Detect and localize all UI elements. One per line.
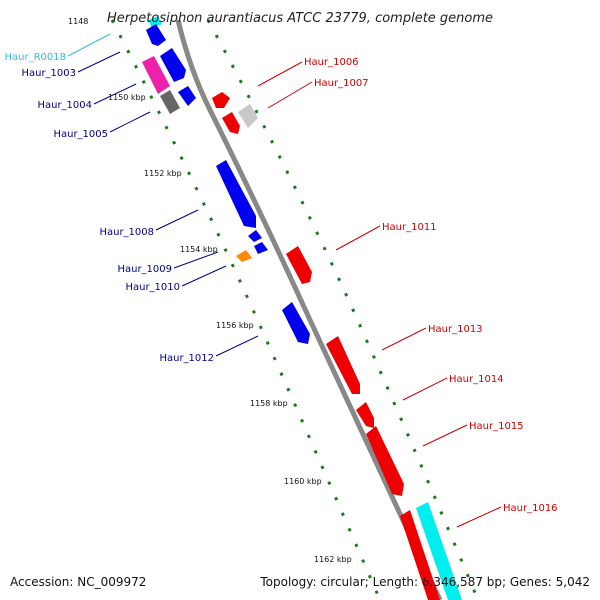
gene-haur-1012[interactable]: [282, 302, 310, 344]
label-connector: [456, 506, 502, 528]
tick-label: 1148: [68, 17, 88, 26]
label-connector: [77, 51, 121, 73]
label-connector: [257, 61, 303, 87]
gene-haur-1006[interactable]: [212, 92, 230, 108]
gene-haur-1016b[interactable]: [416, 502, 462, 600]
tick-label: 1160 kbp: [284, 477, 322, 486]
gene-haur-r0018[interactable]: [148, 16, 162, 28]
outer-tick-ring-left: [110, 19, 382, 600]
gene-haur-1008[interactable]: [216, 160, 256, 228]
tick-label: 1162 kbp: [314, 555, 352, 564]
gene-haur-1003a[interactable]: [146, 24, 166, 46]
gene-haur-1014[interactable]: [356, 402, 374, 428]
label-connector: [335, 225, 381, 251]
gene-label[interactable]: Haur_1011: [382, 222, 437, 233]
gene-haur-1009a[interactable]: [248, 230, 262, 242]
label-connector: [109, 111, 151, 133]
gene-label[interactable]: Haur_1014: [449, 374, 504, 385]
gene-label[interactable]: Haur_1015: [469, 421, 524, 432]
gene-haur-1010[interactable]: [236, 250, 252, 262]
gene-haur-1007a[interactable]: [222, 112, 240, 134]
gene-haur-1007b[interactable]: [238, 104, 258, 128]
gene-haur-1016a[interactable]: [400, 510, 440, 600]
map-title: Herpetosiphon aurantiacus ATCC 23779, co…: [107, 11, 493, 26]
label-connector: [181, 265, 227, 287]
gene-label[interactable]: Haur_1013: [428, 324, 483, 335]
gene-label[interactable]: Haur_1012: [159, 353, 214, 364]
tick-labels: 1148 1150 kbp 1152 kbp 1154 kbp 1156 kbp 1158…: [68, 17, 352, 564]
gene-label[interactable]: Haur_1008: [99, 227, 154, 238]
tick-label: 1154 kbp: [180, 245, 218, 254]
gene-label[interactable]: Haur_R0018: [5, 52, 67, 63]
accession-text: Accession: NC_009972: [10, 575, 146, 589]
label-connector: [402, 377, 448, 401]
summary-text: Topology: circular; Length: 6,346,587 bp…: [259, 575, 590, 589]
tick-label: 1158 kbp: [250, 399, 288, 408]
tick-label: 1150 kbp: [108, 93, 146, 102]
gene-haur-1005a[interactable]: [160, 90, 180, 114]
label-connector: [215, 335, 259, 357]
gene-haur-1015[interactable]: [366, 426, 404, 496]
gene-labels: Haur_R0018 Haur_1003 Haur_1004 Haur_1005 Hau…: [5, 52, 558, 514]
gene-haur-1011[interactable]: [286, 246, 312, 284]
gene-haur-1004[interactable]: [142, 56, 170, 94]
tick-label: 1152 kbp: [144, 169, 182, 178]
label-connector: [155, 209, 199, 231]
gene-haur-1005b[interactable]: [178, 86, 196, 106]
genome-backbone: [175, 19, 443, 600]
gene-features: [142, 16, 310, 344]
label-connector: [381, 327, 427, 351]
label-connector: [173, 251, 219, 269]
gene-label[interactable]: Haur_1003: [21, 68, 76, 79]
label-connectors: [67, 33, 502, 528]
label-connector: [267, 81, 313, 109]
gene-label[interactable]: Haur_1010: [125, 282, 180, 293]
gene-label[interactable]: Haur_1016: [503, 503, 558, 514]
gene-label[interactable]: Haur_1004: [37, 100, 92, 111]
label-connector: [422, 424, 468, 447]
gene-features-right: [212, 92, 462, 600]
tick-label: 1156 kbp: [216, 321, 254, 330]
gene-label[interactable]: Haur_1009: [117, 264, 172, 275]
gene-label[interactable]: Haur_1006: [304, 57, 359, 68]
gene-haur-1013[interactable]: [326, 336, 360, 394]
label-connector: [93, 83, 137, 105]
gene-label[interactable]: Haur_1005: [53, 129, 108, 140]
gene-label[interactable]: Haur_1007: [314, 78, 369, 89]
label-connector: [67, 33, 111, 57]
gene-haur-1003b[interactable]: [160, 48, 186, 82]
gene-haur-1009b[interactable]: [254, 242, 268, 254]
